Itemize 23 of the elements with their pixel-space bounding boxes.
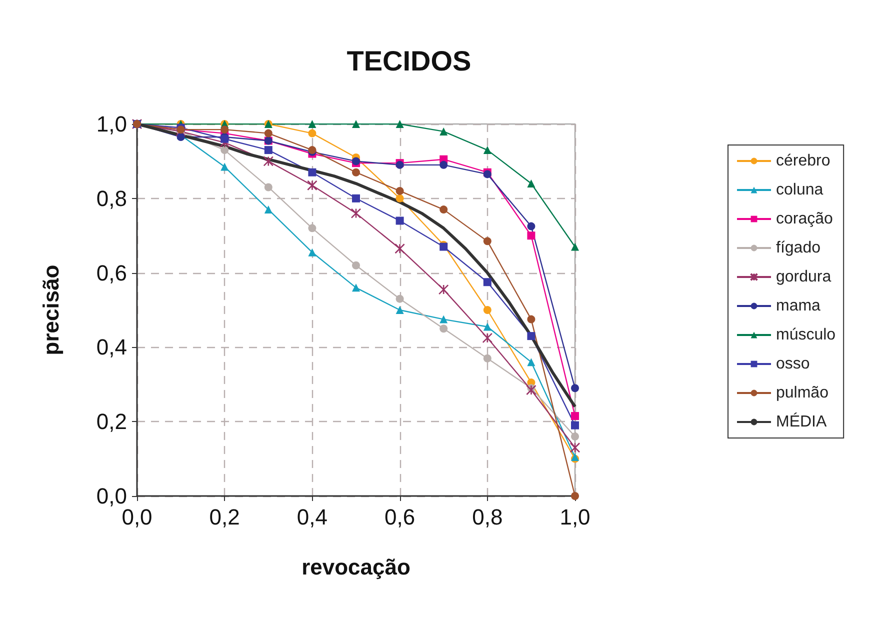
legend-label: coluna — [776, 182, 824, 198]
x-tick-label: 1,0 — [560, 504, 590, 530]
y-tick-label: 0,6 — [96, 260, 127, 286]
y-tick-label: 1,0 — [96, 112, 127, 136]
x-axis-title: revocação — [302, 554, 410, 580]
legend-label: fígado — [776, 240, 821, 256]
x-tick-label: 0,8 — [472, 504, 503, 530]
x-tick-label: 0,2 — [209, 504, 240, 530]
legend-label: cérebro — [776, 152, 830, 170]
y-tick-label: 0,8 — [96, 186, 127, 211]
legend-label: coração — [776, 210, 834, 228]
x-tick-label: 0,4 — [296, 504, 328, 530]
y-tick-label: 0,4 — [96, 334, 127, 360]
legend-label: músculo — [776, 326, 836, 344]
y-axis-title: precisão — [38, 264, 64, 356]
legend-label: gordura — [776, 268, 832, 286]
legend-label: mama — [776, 298, 821, 314]
legend-label: MÉDIA — [776, 412, 827, 430]
x-tick-label: 0,6 — [384, 504, 416, 530]
chart-title: TECIDOS — [346, 46, 472, 76]
y-tick-label: 0,2 — [96, 409, 127, 434]
legend-label: osso — [776, 356, 810, 372]
legend-label: pulmão — [776, 384, 829, 402]
